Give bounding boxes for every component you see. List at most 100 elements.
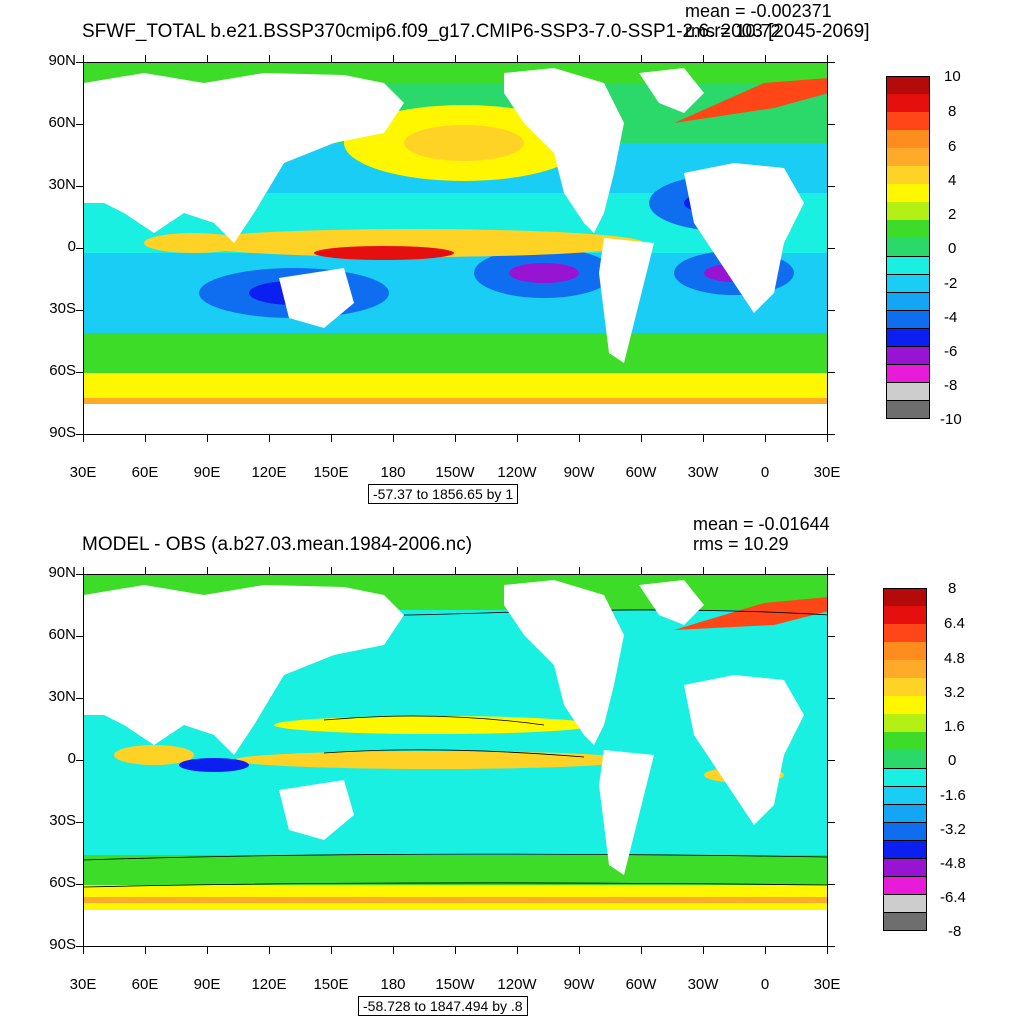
tick-mark xyxy=(269,946,270,954)
tick-mark xyxy=(827,822,835,823)
tick-mark xyxy=(455,55,456,63)
tick-mark xyxy=(76,434,84,435)
lon-label: 60W xyxy=(625,976,657,993)
colorbar-swatch xyxy=(886,130,930,149)
tick-mark xyxy=(765,55,766,63)
contour-range-label: -57.37 to 1856.65 by 1 xyxy=(368,484,519,504)
lon-label: 30W xyxy=(687,464,719,481)
tick-mark xyxy=(76,62,84,63)
colorbar-swatch xyxy=(886,184,930,203)
tick-mark xyxy=(207,434,208,442)
lon-label: 0 xyxy=(760,976,770,993)
tick-mark xyxy=(76,884,84,885)
colorbar-swatch xyxy=(886,382,930,402)
colorbar-label: -6.4 xyxy=(940,889,966,906)
lat-label: 0 xyxy=(67,750,76,767)
colorbar-swatch xyxy=(883,822,927,842)
tick-mark xyxy=(455,567,456,575)
tick-mark xyxy=(517,434,518,442)
lon-label: 150E xyxy=(313,464,349,481)
lon-label: 30E xyxy=(69,464,97,481)
lon-label: 30E xyxy=(813,976,841,993)
tick-mark xyxy=(76,574,84,575)
tick-mark xyxy=(331,55,332,63)
colorbar-swatch xyxy=(883,912,927,932)
tick-mark xyxy=(765,567,766,575)
colorbar-label: 4 xyxy=(948,172,957,189)
colorbar xyxy=(886,76,930,420)
colorbar-label: 6.4 xyxy=(944,615,965,632)
colorbar-label: -1.6 xyxy=(940,787,966,804)
lon-label: 30E xyxy=(813,464,841,481)
tick-mark xyxy=(393,434,394,442)
tick-mark xyxy=(517,55,518,63)
lon-label: 90W xyxy=(563,976,595,993)
lon-label: 120W xyxy=(497,976,537,993)
colorbar-label: -4.8 xyxy=(940,855,966,872)
tick-mark xyxy=(83,434,84,442)
tick-mark xyxy=(83,946,84,954)
colorbar-swatch xyxy=(883,768,927,788)
colorbar-swatch xyxy=(886,148,930,167)
lat-label: 90S xyxy=(49,424,76,441)
lon-label: 120W xyxy=(497,464,537,481)
colorbar-swatch xyxy=(886,364,930,384)
colorbar-label: -3.2 xyxy=(940,821,966,838)
tick-mark xyxy=(703,567,704,575)
tick-mark xyxy=(827,186,835,187)
colorbar-swatch xyxy=(886,328,930,348)
tick-mark xyxy=(827,55,828,63)
tick-mark xyxy=(703,55,704,63)
colorbar-swatch xyxy=(883,840,927,860)
lon-label: 120E xyxy=(251,464,287,481)
tick-mark xyxy=(517,946,518,954)
colorbar-swatch xyxy=(883,714,927,733)
lat-label: 90N xyxy=(48,564,76,581)
tick-mark xyxy=(827,636,835,637)
lat-label: 60N xyxy=(48,626,76,643)
tick-mark xyxy=(76,186,84,187)
lon-label: 60E xyxy=(131,976,159,993)
tick-mark xyxy=(579,946,580,954)
lat-label: 60S xyxy=(49,362,76,379)
lon-label: 60E xyxy=(131,464,159,481)
colorbar-swatch xyxy=(886,310,930,330)
lon-label: 120E xyxy=(251,976,287,993)
tick-mark xyxy=(517,567,518,575)
colorbar-swatch xyxy=(886,346,930,366)
tick-mark xyxy=(765,946,766,954)
colorbar xyxy=(883,588,927,932)
tick-mark xyxy=(827,946,828,954)
tick-mark xyxy=(827,946,835,947)
colorbar-swatch xyxy=(883,624,927,643)
tick-mark xyxy=(641,946,642,954)
tick-mark xyxy=(331,946,332,954)
tick-mark xyxy=(76,636,84,637)
bottom-panel: MODEL - OBS (a.b27.03.mean.1984-2006.nc)… xyxy=(0,512,1024,1024)
tick-mark xyxy=(269,55,270,63)
colorbar-swatch xyxy=(886,292,930,312)
colorbar-label: -8 xyxy=(948,923,962,940)
colorbar-swatch xyxy=(883,732,927,751)
tick-mark xyxy=(827,567,828,575)
lat-label: 30S xyxy=(49,812,76,829)
colorbar-label: 8 xyxy=(948,103,957,120)
tick-mark xyxy=(827,372,835,373)
lon-label: 0 xyxy=(760,464,770,481)
tick-mark xyxy=(207,567,208,575)
tick-mark xyxy=(455,434,456,442)
colorbar-label: -8 xyxy=(944,377,958,394)
rms-value: rms = 10.29 xyxy=(693,534,789,554)
tick-mark xyxy=(455,946,456,954)
lat-label: 60N xyxy=(48,114,76,131)
tick-mark xyxy=(579,434,580,442)
tick-mark xyxy=(827,884,835,885)
lat-label: 90S xyxy=(49,936,76,953)
tick-mark xyxy=(765,434,766,442)
tick-mark xyxy=(76,946,84,947)
tick-mark xyxy=(703,434,704,442)
lon-label: 90W xyxy=(563,464,595,481)
tick-mark xyxy=(76,372,84,373)
tick-mark xyxy=(76,248,84,249)
colorbar-swatch xyxy=(883,696,927,715)
